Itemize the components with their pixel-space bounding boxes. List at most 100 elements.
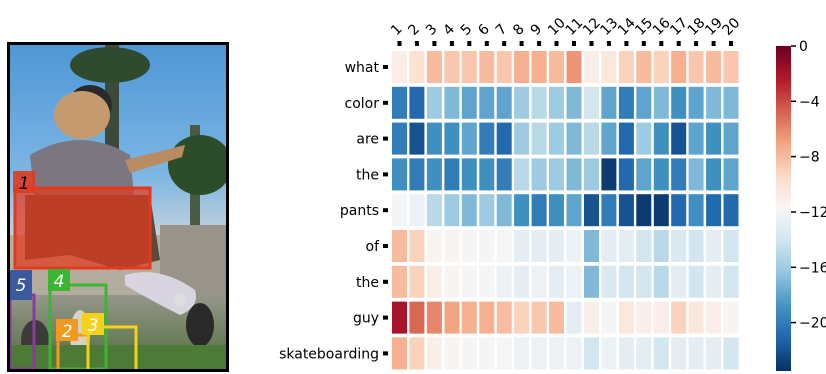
heatmap-cell [618, 51, 634, 83]
heatmap-cell [601, 301, 617, 334]
heatmap-cell [461, 86, 477, 119]
heatmap-cell [688, 337, 704, 370]
skateboarder-photo: 1 5 4 2 3 [7, 42, 229, 372]
heatmap-cell [653, 194, 669, 227]
row-label: are [356, 132, 379, 148]
heatmap-cell [636, 301, 652, 334]
heatmap-cell [461, 301, 477, 334]
heatmap-cell [461, 122, 477, 155]
region-label-4: 4 [54, 272, 65, 292]
column-tick [554, 41, 559, 46]
row-tick [383, 172, 388, 177]
heatmap-cell [496, 158, 512, 191]
heatmap-cell [426, 122, 442, 155]
heatmap-cell [549, 230, 564, 262]
row-label: skateboarding [279, 346, 379, 362]
heatmap-cell [618, 337, 634, 370]
row-tick [383, 244, 388, 248]
heatmap-cell [706, 265, 722, 298]
heatmap-cell [706, 86, 722, 119]
heatmap-cell [723, 86, 739, 119]
heatmap-cell [601, 51, 617, 83]
heatmap-cell [496, 265, 512, 298]
heatmap-cell [531, 86, 547, 119]
heatmap-cell [636, 230, 652, 262]
column-tick [606, 41, 611, 46]
heatmap-cell [618, 86, 634, 119]
heatmap-cell [653, 86, 669, 119]
colorbar-tick-label: −8 [799, 150, 820, 166]
heatmap-cell [496, 194, 512, 227]
heatmap-cell [723, 158, 739, 191]
heatmap-cell [479, 337, 495, 370]
heatmap-cell [688, 301, 704, 334]
colorbar [776, 46, 791, 371]
heatmap-cell [688, 86, 704, 119]
heatmap-cell [706, 194, 722, 227]
heatmap-cell [549, 86, 564, 119]
heatmap-cell [636, 194, 652, 227]
row-label: the [356, 275, 379, 291]
column-label: 2 [405, 21, 423, 39]
column-label: 5 [458, 21, 476, 39]
heatmap-cell [392, 265, 407, 298]
heatmap-cell [409, 265, 425, 298]
heatmap-cell [426, 51, 442, 83]
heatmap-cell [479, 265, 495, 298]
heatmap-cell [618, 194, 634, 227]
heatmap-cell [671, 51, 687, 83]
region-label-2: 2 [62, 322, 73, 342]
heatmap-cell [514, 51, 530, 83]
heatmap-cell [706, 158, 722, 191]
row-labels: what color are the pants of the guy skateboardin… [279, 60, 388, 362]
row-label: of [366, 239, 381, 255]
heatmap-cell [636, 86, 652, 119]
heatmap-cell [392, 194, 407, 227]
heatmap-cell [671, 265, 687, 298]
column-tick [414, 41, 419, 46]
heatmap-cell [601, 86, 617, 119]
column-label: 3 [423, 21, 441, 39]
heatmap-cell [723, 337, 739, 370]
heatmap-cell [549, 337, 564, 370]
heatmap-cell [514, 301, 530, 334]
heatmap-cell [566, 230, 582, 262]
heatmap-cell [671, 122, 687, 155]
heatmap-cell [636, 265, 652, 298]
heatmap-cell [444, 230, 460, 262]
heatmap-cell [409, 51, 425, 83]
heatmap-cell [618, 301, 634, 334]
heatmap-cell [409, 194, 425, 227]
heatmap-cell [531, 230, 547, 262]
row-label: color [345, 96, 380, 112]
row-tick [383, 351, 388, 356]
heatmap-cell [514, 337, 530, 370]
heatmap-cell [514, 158, 530, 191]
heatmap-cell [653, 230, 669, 262]
heatmap-cell [566, 265, 582, 298]
heatmap-cell [514, 230, 530, 262]
heatmap-cell [392, 51, 407, 83]
heatmap-cell [549, 301, 564, 334]
heatmap-cell [636, 158, 652, 191]
heatmap-cell [653, 51, 669, 83]
heatmap-cell [706, 230, 722, 262]
column-tick [624, 41, 629, 46]
heatmap-cell [479, 86, 495, 119]
heatmap-cell [444, 51, 460, 83]
heatmap-cell [444, 122, 460, 155]
heatmap-cell [549, 158, 564, 191]
heatmap-cell [584, 122, 599, 155]
heatmap-cell [549, 194, 564, 227]
heatmap-cell [601, 265, 617, 298]
column-tick [729, 41, 733, 46]
heatmap-cells [392, 51, 739, 370]
heatmap-cell [461, 194, 477, 227]
column-tick [519, 41, 524, 46]
heatmap-cell [566, 122, 582, 155]
photo-scene: 1 5 4 2 3 [10, 45, 226, 369]
heatmap-cell [426, 265, 442, 298]
column-tick [397, 41, 402, 46]
heatmap-cell [584, 337, 599, 370]
